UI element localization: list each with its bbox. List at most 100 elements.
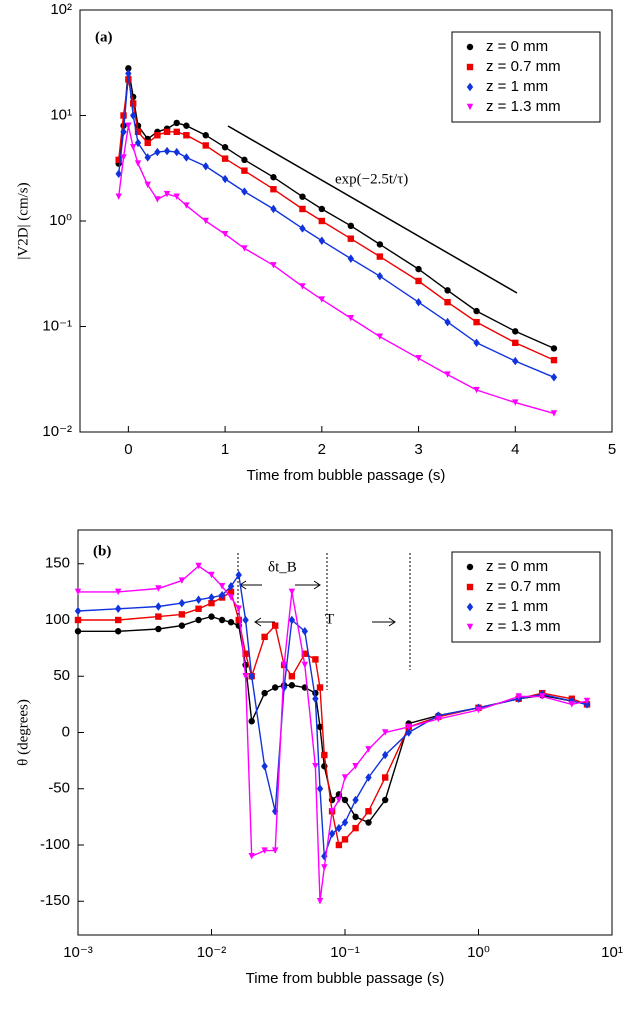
data-point <box>221 174 229 184</box>
data-point <box>376 333 384 340</box>
y-tick-label: 0 <box>62 723 70 740</box>
data-point <box>347 235 355 242</box>
data-point <box>241 156 248 164</box>
legend-marker <box>466 43 474 51</box>
data-point <box>154 132 161 139</box>
data-point <box>405 728 412 737</box>
data-point <box>202 142 209 149</box>
x-tick-label: 10⁰ <box>467 944 490 961</box>
data-point <box>318 217 326 225</box>
legend-marker <box>466 623 474 631</box>
data-point <box>318 205 326 213</box>
legend-marker <box>466 583 474 591</box>
data-point <box>144 181 151 189</box>
x-tick-label: 5 <box>608 441 616 458</box>
data-point <box>328 829 336 838</box>
data-point <box>261 689 268 697</box>
data-point <box>221 230 229 238</box>
data-point <box>270 262 277 269</box>
data-point <box>328 808 336 815</box>
data-point <box>74 606 82 616</box>
data-point <box>173 128 180 136</box>
data-point <box>261 633 268 641</box>
data-point <box>352 824 359 832</box>
data-point <box>415 277 422 285</box>
data-point <box>261 847 268 854</box>
data-point <box>352 795 359 805</box>
data-point <box>248 718 255 725</box>
series-line <box>118 125 555 415</box>
data-point <box>444 287 451 294</box>
data-point <box>444 371 451 378</box>
data-point <box>134 160 142 167</box>
data-point <box>120 154 127 161</box>
data-point <box>341 836 349 843</box>
data-point <box>242 650 249 657</box>
data-point <box>208 571 215 579</box>
data-point <box>550 345 558 352</box>
data-point <box>155 602 162 611</box>
data-point <box>218 616 226 624</box>
data-point <box>270 204 277 214</box>
data-point <box>221 155 229 162</box>
data-point <box>512 339 519 347</box>
data-point <box>583 697 591 705</box>
y-tick-label: 100 <box>45 611 70 628</box>
data-point <box>444 298 451 306</box>
y-tick-label: -50 <box>48 780 70 797</box>
data-point <box>195 616 202 624</box>
data-point <box>241 167 248 174</box>
data-point <box>134 128 142 136</box>
data-point <box>202 162 209 171</box>
data-point <box>352 763 359 770</box>
data-point <box>301 650 309 657</box>
arrow <box>254 617 275 627</box>
x-tick-label: 1 <box>221 441 229 458</box>
data-point <box>173 193 180 200</box>
legend-box <box>451 31 601 123</box>
data-point <box>312 763 319 770</box>
data-point <box>316 784 324 793</box>
data-point <box>235 570 242 580</box>
data-point <box>288 615 296 625</box>
data-point <box>341 818 349 827</box>
data-point <box>473 386 480 394</box>
series-line <box>78 615 588 824</box>
data-point <box>288 673 296 680</box>
data-point <box>173 119 180 127</box>
data-point <box>335 796 343 804</box>
data-point <box>321 751 328 759</box>
series-line <box>78 565 588 902</box>
data-point <box>183 122 190 129</box>
data-point <box>381 729 389 736</box>
data-point <box>475 706 482 714</box>
x-tick-label: 10⁻³ <box>63 944 93 961</box>
data-point <box>365 773 372 782</box>
data-point <box>155 585 162 592</box>
data-point <box>227 594 235 601</box>
data-point <box>318 236 326 245</box>
data-point <box>227 619 235 626</box>
data-point <box>120 127 127 137</box>
data-point <box>248 853 255 860</box>
data-point <box>512 399 519 406</box>
data-point <box>114 628 122 635</box>
data-point <box>270 186 277 193</box>
data-point <box>130 111 137 120</box>
y-tick-label: 10⁻² <box>42 423 72 440</box>
data-point <box>114 588 122 596</box>
y-tick-label: 10¹ <box>50 106 72 123</box>
data-point <box>248 672 255 681</box>
data-point <box>515 693 522 700</box>
data-point <box>270 174 277 181</box>
legend-marker <box>466 563 474 571</box>
data-point <box>316 684 324 691</box>
y-tick-label: -100 <box>40 836 70 853</box>
data-point <box>376 271 384 281</box>
data-point <box>288 588 296 596</box>
data-point <box>301 661 309 669</box>
data-point <box>125 69 132 78</box>
data-point <box>218 591 226 600</box>
